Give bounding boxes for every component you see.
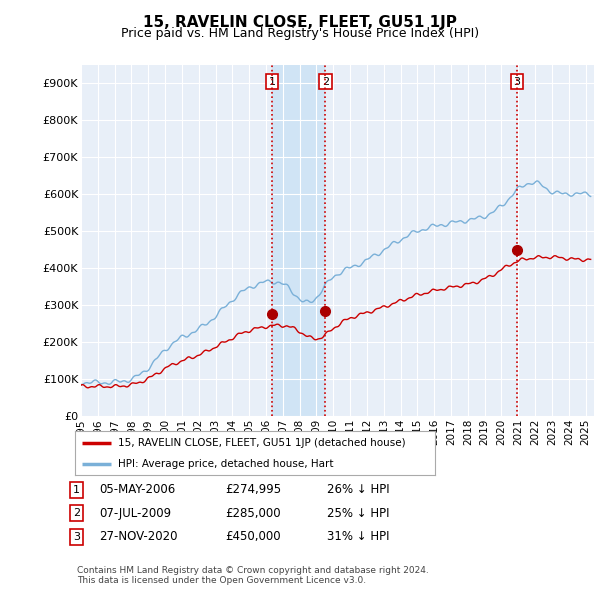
Bar [272, 65, 325, 416]
Text: Contains HM Land Registry data © Crown copyright and database right 2024.
This d: Contains HM Land Registry data © Crown c… [77, 566, 428, 585]
Text: £450,000: £450,000 [225, 530, 281, 543]
Text: 07-JUL-2009: 07-JUL-2009 [99, 507, 171, 520]
Text: 25% ↓ HPI: 25% ↓ HPI [327, 507, 389, 520]
Text: 26% ↓ HPI: 26% ↓ HPI [327, 483, 389, 496]
Text: 1: 1 [73, 485, 80, 494]
Text: 3: 3 [73, 532, 80, 542]
Text: Price paid vs. HM Land Registry's House Price Index (HPI): Price paid vs. HM Land Registry's House … [121, 27, 479, 40]
Text: 27-NOV-2020: 27-NOV-2020 [99, 530, 178, 543]
Text: 15, RAVELIN CLOSE, FLEET, GU51 1JP: 15, RAVELIN CLOSE, FLEET, GU51 1JP [143, 15, 457, 30]
Text: 31% ↓ HPI: 31% ↓ HPI [327, 530, 389, 543]
Text: HPI: Average price, detached house, Hart: HPI: Average price, detached house, Hart [118, 459, 334, 469]
Text: £285,000: £285,000 [225, 507, 281, 520]
Text: 2: 2 [322, 77, 329, 87]
Text: £274,995: £274,995 [225, 483, 281, 496]
Text: 3: 3 [513, 77, 520, 87]
Text: 1: 1 [268, 77, 275, 87]
Text: 05-MAY-2006: 05-MAY-2006 [99, 483, 175, 496]
Text: 15, RAVELIN CLOSE, FLEET, GU51 1JP (detached house): 15, RAVELIN CLOSE, FLEET, GU51 1JP (deta… [118, 438, 406, 448]
Text: 2: 2 [73, 509, 80, 518]
